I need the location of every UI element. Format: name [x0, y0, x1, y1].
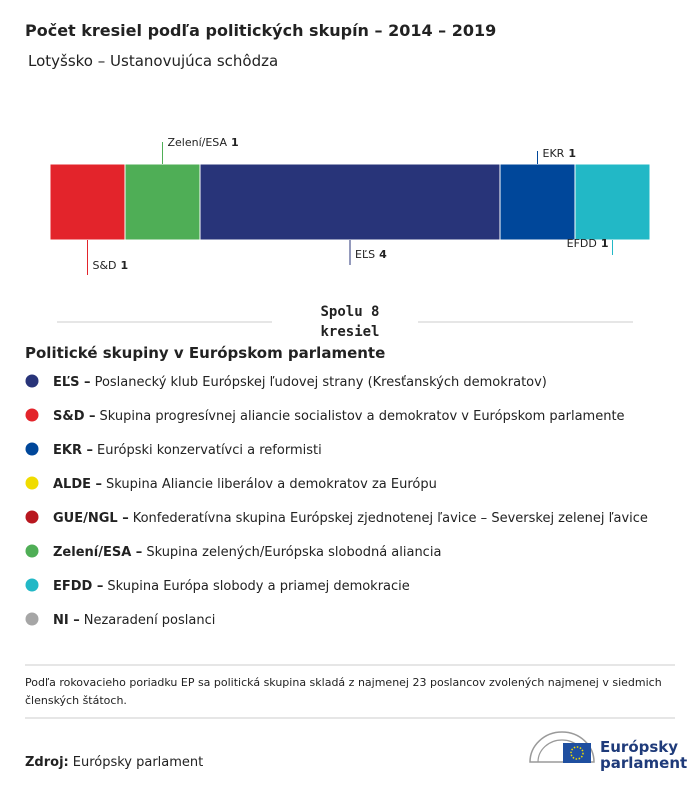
- source-label: Zdroj:: [25, 755, 69, 770]
- legend-abbr: Zelení/ESA –: [53, 545, 142, 560]
- legend-item: EĽS – Poslanecký klub Európskej ľudovej s…: [53, 375, 547, 390]
- value-label: 1: [121, 259, 129, 272]
- legend-description: Skupina zelených/Európska slobodná alian…: [146, 545, 441, 560]
- legend-abbr: GUE/NGL –: [53, 511, 129, 526]
- legend-dot: [25, 612, 39, 626]
- legend-description: Konfederatívna skupina Európskej zjednot…: [133, 511, 648, 526]
- legend-item: NI – Nezaradení poslanci: [53, 613, 215, 628]
- series-name: S&D: [93, 259, 117, 272]
- legend-item: S&D – Skupina progresívnej aliancie socia…: [53, 409, 625, 424]
- legend-title: Politické skupiny v Európskom parlamente: [25, 344, 385, 362]
- bar-segment: [49, 163, 126, 241]
- total-label: kresiel: [320, 324, 379, 340]
- logo-hemicycle: [529, 731, 595, 763]
- legend-abbr: S&D –: [53, 409, 96, 424]
- data-label: EFDD 1: [567, 237, 609, 250]
- legend-item: GUE/NGL – Konfederatívna skupina Európske…: [53, 511, 648, 526]
- value-label: 1: [231, 136, 239, 149]
- legend-dot: [25, 374, 39, 388]
- bar-segment: [124, 163, 201, 241]
- chart-title: Počet kresiel podľa politických skupín –…: [25, 21, 496, 40]
- source: Zdroj: Európsky parlament: [25, 755, 203, 770]
- legend-abbr: EĽS –: [53, 375, 91, 390]
- value-label: 4: [379, 248, 387, 261]
- logo-text: parlament: [600, 754, 687, 772]
- data-label: Zelení/ESA 1: [168, 136, 239, 149]
- series-name: Zelení/ESA: [168, 136, 228, 149]
- series-name: EFDD: [567, 237, 597, 250]
- legend-abbr: EFDD –: [53, 579, 103, 594]
- value-label: 1: [568, 147, 576, 160]
- logo: Európsky parlament: [529, 731, 687, 772]
- footnote: Podľa rokovacieho poriadku EP sa politic…: [25, 676, 662, 689]
- total-label: Spolu 8: [320, 304, 379, 320]
- data-label: S&D 1: [93, 259, 129, 272]
- legend-dot: [25, 476, 39, 490]
- legend-description: Skupina Aliancie liberálov a demokratov …: [106, 477, 437, 492]
- bar-segment: [499, 163, 576, 241]
- legend-item: Zelení/ESA – Skupina zelených/Európska sl…: [53, 545, 441, 560]
- logo-stars: [570, 746, 584, 760]
- legend-dot: [25, 408, 39, 422]
- legend-item: ALDE – Skupina Aliancie liberálov a demok…: [53, 477, 437, 492]
- legend-item: EKR – Európski konzervatívci a reformisti: [53, 443, 322, 458]
- legend-description: Skupina Európa slobody a priamej demokra…: [107, 579, 409, 594]
- legend-description: Skupina progresívnej aliancie socialisto…: [100, 409, 625, 424]
- logo-text: Európsky: [600, 738, 678, 756]
- logo-flag: [563, 743, 591, 763]
- legend-item: EFDD – Skupina Európa slobody a priamej d…: [53, 579, 410, 594]
- series-name: EKR: [543, 147, 565, 160]
- footnote: členských štátoch.: [25, 694, 127, 707]
- value-label: 1: [601, 237, 609, 250]
- data-label: EĽS 4: [355, 248, 387, 261]
- source-text: Európsky parlament: [73, 755, 204, 770]
- bar-segment: [199, 163, 501, 241]
- legend-description: Európski konzervatívci a reformisti: [97, 443, 322, 458]
- legend-abbr: ALDE –: [53, 477, 102, 492]
- legend-description: Nezaradení poslanci: [84, 613, 216, 628]
- legend-abbr: EKR –: [53, 443, 93, 458]
- legend-dot: [25, 442, 39, 456]
- chart-subtitle: Lotyšsko – Ustanovujúca schôdza: [28, 52, 278, 70]
- legend-description: Poslanecký klub Európskej ľudovej strany…: [95, 375, 547, 390]
- legend-dot: [25, 544, 39, 558]
- legend-dot: [25, 578, 39, 592]
- series-name: EĽS: [355, 248, 375, 261]
- legend-abbr: NI –: [53, 613, 80, 628]
- legend-dot: [25, 510, 39, 524]
- data-label: EKR 1: [543, 147, 576, 160]
- bar-segment: [574, 163, 651, 241]
